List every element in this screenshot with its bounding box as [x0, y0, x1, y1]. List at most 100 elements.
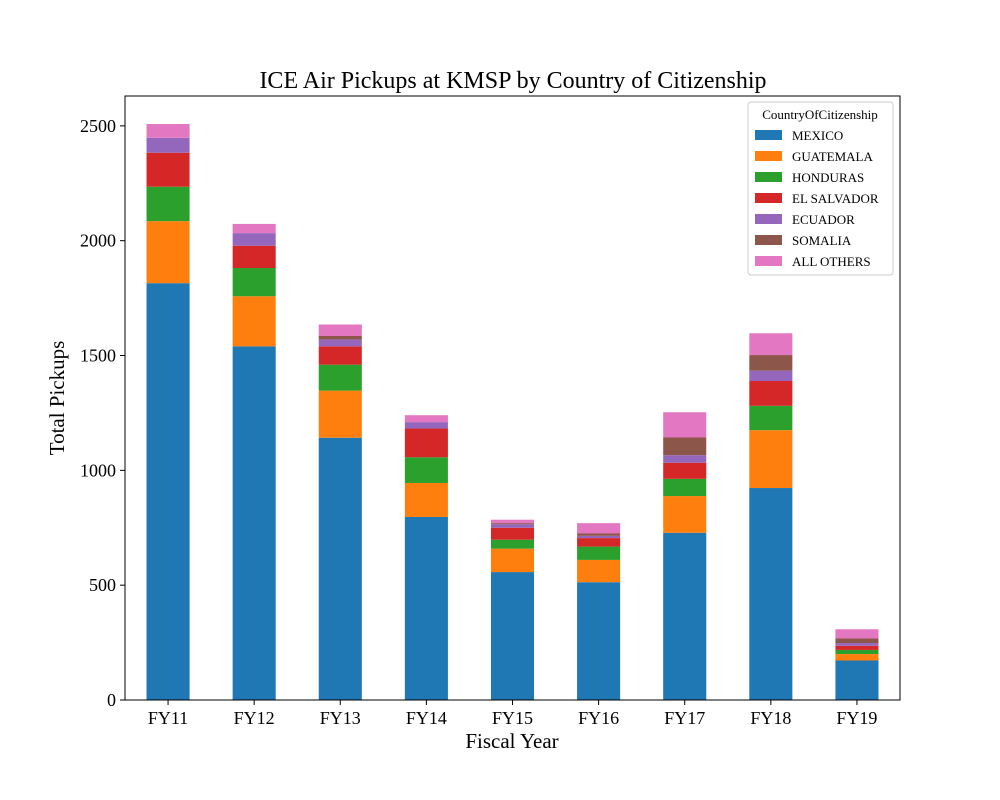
- bar-fy11-el-salvador: [146, 152, 190, 187]
- bar-fy19-honduras: [835, 649, 879, 655]
- legend-swatch-somalia: [755, 235, 782, 245]
- bar-fy14-all-others: [404, 415, 448, 423]
- legend-swatch-guatemala: [755, 151, 782, 161]
- x-tick-label: FY15: [492, 708, 533, 728]
- bar-fy17-all-others: [663, 412, 707, 438]
- bar-fy11-all-others: [146, 124, 190, 138]
- bar-fy11-guatemala: [146, 221, 190, 284]
- bar-fy12-honduras: [232, 268, 276, 297]
- bar-fy13-ecuador: [318, 339, 362, 347]
- bar-fy14-el-salvador: [404, 428, 448, 458]
- bar-fy19-guatemala: [835, 654, 879, 661]
- bar-fy18-mexico: [749, 488, 793, 700]
- bar-fy12-guatemala: [232, 296, 276, 347]
- bar-fy18-guatemala: [749, 430, 793, 489]
- bar-fy16-guatemala: [577, 559, 621, 583]
- bar-fy13-mexico: [318, 437, 362, 700]
- bar-fy17-somalia: [663, 437, 707, 456]
- legend-label-somalia: SOMALIA: [792, 233, 852, 248]
- legend-label-el-salvador: EL SALVADOR: [792, 191, 879, 206]
- legend-swatch-all-others: [755, 256, 782, 266]
- bar-fy13-all-others: [318, 324, 362, 336]
- y-tick-label: 2500: [80, 116, 116, 136]
- bar-fy18-all-others: [749, 333, 793, 356]
- legend-box: [747, 101, 894, 276]
- bar-fy17-ecuador: [663, 455, 707, 463]
- legend-items: MEXICO GUATEMALA HONDURAS EL SALVADOR ECUADO…: [755, 128, 879, 269]
- legend-label-guatemala: GUATEMALA: [792, 149, 873, 164]
- bar-fy17-guatemala: [663, 496, 707, 533]
- legend-label-ecuador: ECUADOR: [792, 212, 855, 227]
- x-tick-label: FY17: [664, 708, 705, 728]
- x-tick-label: FY13: [320, 708, 361, 728]
- y-axis-label: Total Pickups: [45, 341, 69, 456]
- bar-fy16-all-others: [577, 523, 621, 534]
- y-tick-label: 1500: [80, 346, 116, 366]
- bar-fy18-ecuador: [749, 370, 793, 381]
- bar-fy15-somalia: [490, 523, 535, 525]
- bar-fy11-mexico: [146, 283, 190, 700]
- bar-fy16-somalia: [577, 533, 621, 536]
- bar-fy14-ecuador: [404, 422, 448, 429]
- bar-fy16-mexico: [577, 582, 621, 700]
- plot-frame: [124, 95, 901, 701]
- bar-fy15-honduras: [490, 539, 535, 549]
- bar-fy16-el-salvador: [577, 538, 621, 547]
- legend-label-honduras: HONDURAS: [792, 170, 864, 185]
- legend-label-mexico: MEXICO: [792, 128, 843, 143]
- bar-fy15-all-others: [490, 519, 535, 524]
- bar-fy14-mexico: [404, 516, 448, 700]
- bar-fy19-somalia: [835, 638, 879, 644]
- bar-fy12-ecuador: [232, 233, 276, 246]
- bar-fy19-ecuador: [835, 643, 879, 646]
- x-tick-label: FY18: [750, 708, 791, 728]
- legend-swatch-honduras: [755, 172, 782, 182]
- bar-fy19-mexico: [835, 660, 879, 700]
- x-tick-label: FY19: [836, 708, 877, 728]
- legend: CountryOfCitizenship MEXICO GUATEMALA HOND…: [747, 101, 894, 276]
- y-tick-label: 1000: [80, 460, 116, 480]
- bar-fy16-honduras: [577, 546, 621, 560]
- y-tick-label: 0: [107, 690, 116, 710]
- x-tick-label: FY16: [578, 708, 619, 728]
- bar-fy19-all-others: [835, 629, 879, 639]
- x-tick-label: FY12: [234, 708, 275, 728]
- bar-fy14-honduras: [404, 457, 448, 483]
- bar-fy18-el-salvador: [749, 381, 793, 406]
- bar-fy12-mexico: [232, 346, 276, 700]
- bar-fy15-ecuador: [490, 524, 535, 528]
- bar-fy17-el-salvador: [663, 462, 707, 479]
- bar-fy19-el-salvador: [835, 645, 879, 650]
- x-tick-label: FY11: [148, 708, 188, 728]
- bar-fy12-all-others: [232, 223, 276, 234]
- bar-fy18-honduras: [749, 405, 793, 431]
- x-axis-label: Fiscal Year: [465, 729, 558, 753]
- y-tick-label: 500: [89, 575, 116, 595]
- legend-label-all-others: ALL OTHERS: [792, 254, 871, 269]
- bar-fy14-guatemala: [404, 482, 448, 517]
- bar-fy13-honduras: [318, 364, 362, 391]
- y-axis-ticks: 0 500 1000 1500 2000 2500: [80, 116, 125, 710]
- bar-fy12-el-salvador: [232, 245, 276, 269]
- legend-swatch-mexico: [755, 130, 782, 140]
- legend-swatch-el-salvador: [755, 193, 782, 203]
- x-tick-label: FY14: [406, 708, 447, 728]
- bar-fy11-ecuador: [146, 137, 190, 153]
- bar-fy18-somalia: [749, 355, 793, 371]
- bar-fy13-somalia: [318, 335, 362, 340]
- bar-fy16-ecuador: [577, 535, 621, 539]
- y-tick-label: 2000: [80, 231, 116, 251]
- bar-fy13-guatemala: [318, 390, 362, 438]
- bars-group: [146, 124, 879, 700]
- bar-fy15-el-salvador: [490, 527, 535, 540]
- bar-fy17-mexico: [663, 532, 707, 700]
- bar-fy13-el-salvador: [318, 346, 362, 365]
- x-axis-ticks: FY11 FY12 FY13 FY14 FY15 FY16 FY17 FY18 FY19: [148, 700, 877, 728]
- bar-fy15-mexico: [490, 572, 535, 700]
- bar-fy17-honduras: [663, 478, 707, 497]
- legend-swatch-ecuador: [755, 214, 782, 224]
- bar-fy15-guatemala: [490, 548, 535, 573]
- legend-title: CountryOfCitizenship: [762, 107, 878, 122]
- chart-title: ICE Air Pickups at KMSP by Country of Ci…: [259, 68, 766, 94]
